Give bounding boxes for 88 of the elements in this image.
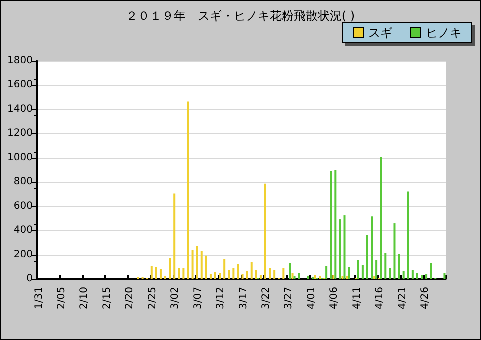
bar bbox=[292, 273, 294, 279]
bar bbox=[228, 270, 230, 279]
bar bbox=[384, 253, 387, 279]
bar bbox=[298, 273, 300, 279]
bar bbox=[282, 268, 285, 279]
x-tick-label: 3/07 bbox=[192, 287, 204, 310]
bar bbox=[214, 272, 217, 279]
bar bbox=[150, 266, 153, 279]
x-tick-label: 4/26 bbox=[420, 287, 432, 310]
bar bbox=[374, 276, 376, 279]
bar bbox=[196, 246, 198, 279]
x-tick-label: 4/16 bbox=[374, 287, 386, 310]
bar bbox=[160, 269, 162, 279]
x-tick-label: 1/31 bbox=[34, 287, 45, 310]
bar bbox=[187, 102, 190, 279]
bar bbox=[264, 184, 266, 279]
bar bbox=[155, 267, 158, 279]
bar bbox=[192, 250, 194, 279]
bar bbox=[366, 235, 368, 279]
x-tick-label: 2/15 bbox=[102, 287, 113, 310]
y-tick-label: 800 bbox=[14, 176, 33, 188]
y-tick-label: 200 bbox=[14, 249, 33, 260]
x-tick-label: 2/20 bbox=[124, 287, 136, 310]
y-tick-label: 1600 bbox=[8, 80, 33, 91]
y-tick-label: 1200 bbox=[8, 128, 33, 140]
bar bbox=[178, 268, 180, 279]
bar bbox=[237, 264, 240, 279]
bar bbox=[402, 271, 405, 279]
y-tick-label: 1000 bbox=[8, 152, 33, 164]
bar bbox=[426, 274, 428, 279]
x-tick-label: 4/21 bbox=[397, 287, 408, 310]
bar bbox=[250, 262, 253, 279]
y-tick-label: 0 bbox=[26, 274, 33, 284]
bar bbox=[398, 254, 400, 279]
bar bbox=[330, 170, 332, 279]
bar bbox=[357, 260, 360, 279]
bar bbox=[169, 258, 172, 279]
bar bbox=[362, 265, 364, 279]
bar bbox=[380, 157, 382, 279]
bar bbox=[430, 263, 432, 279]
bar bbox=[269, 268, 272, 279]
bar bbox=[260, 275, 262, 279]
bar bbox=[246, 271, 248, 279]
x-tick-label: 4/06 bbox=[329, 287, 340, 310]
bar bbox=[344, 216, 346, 279]
x-tick-label: 3/02 bbox=[170, 287, 182, 310]
legend-label: ヒノキ bbox=[426, 26, 462, 40]
bar bbox=[319, 276, 322, 279]
x-tick-label: 2/25 bbox=[147, 287, 158, 310]
bar bbox=[339, 220, 342, 279]
bar bbox=[326, 266, 328, 279]
legend-label: スギ bbox=[368, 26, 392, 40]
bar bbox=[274, 270, 276, 279]
bar bbox=[224, 259, 226, 279]
y-tick-label: 400 bbox=[14, 225, 33, 236]
bar bbox=[289, 263, 292, 279]
x-tick-label: 4/01 bbox=[306, 287, 318, 310]
bar bbox=[294, 276, 296, 279]
x-tick-label: 3/12 bbox=[216, 287, 227, 310]
bar bbox=[342, 276, 344, 279]
bar bbox=[314, 275, 316, 279]
bar bbox=[412, 270, 414, 279]
x-tick-label: 2/10 bbox=[79, 287, 90, 310]
bar bbox=[182, 268, 185, 279]
bar bbox=[205, 256, 208, 279]
bar bbox=[174, 194, 176, 279]
y-tick-label: 1400 bbox=[8, 104, 33, 115]
bar bbox=[232, 268, 235, 279]
chart-title: ２０１９年 スギ・ヒノキ花粉飛散状況( ) bbox=[126, 9, 356, 23]
bar bbox=[210, 274, 212, 279]
bar bbox=[389, 268, 392, 279]
x-tick-label: 3/27 bbox=[284, 287, 295, 310]
bar bbox=[416, 273, 418, 279]
bar bbox=[164, 276, 167, 279]
x-tick-label: 4/11 bbox=[352, 287, 363, 310]
bar bbox=[376, 260, 378, 279]
y-tick-label: 1800 bbox=[8, 56, 33, 66]
x-tick-label: 3/22 bbox=[260, 287, 272, 310]
bar bbox=[394, 224, 396, 279]
bar bbox=[346, 276, 348, 279]
bar bbox=[334, 170, 337, 279]
x-tick-label: 3/17 bbox=[238, 287, 250, 310]
bar bbox=[371, 216, 374, 279]
bar bbox=[200, 251, 203, 279]
bar bbox=[407, 192, 410, 279]
y-tick-label: 600 bbox=[14, 200, 33, 212]
bar bbox=[348, 267, 350, 279]
x-tick-label: 2/05 bbox=[56, 287, 68, 310]
